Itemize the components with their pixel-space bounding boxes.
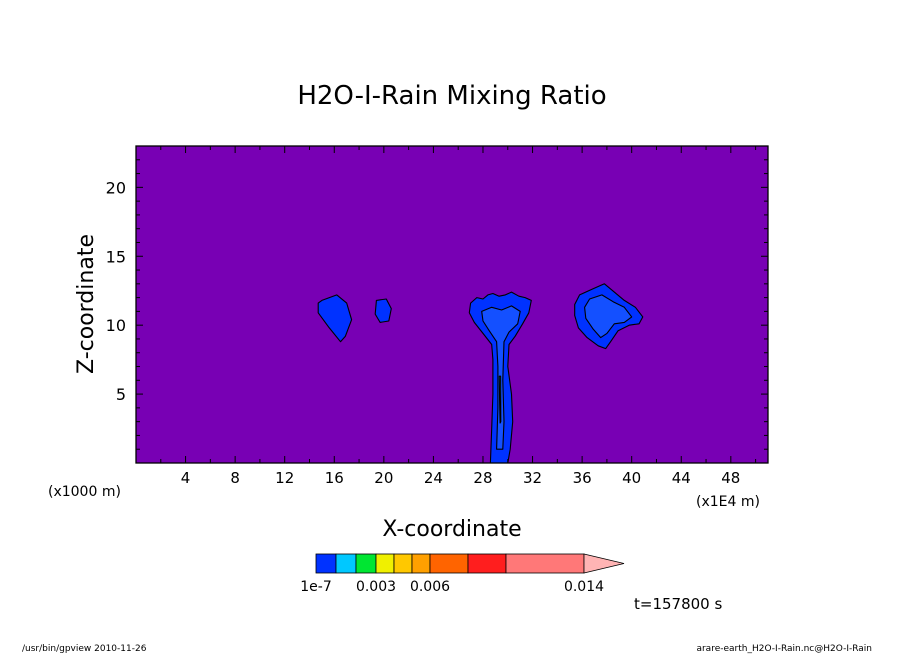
colorbar-box bbox=[315, 553, 337, 574]
x-tick-label: 24 bbox=[424, 469, 443, 487]
colorbar-extend-arrow bbox=[583, 553, 625, 574]
x-tick-label: 32 bbox=[523, 469, 542, 487]
colorbar-box bbox=[335, 553, 357, 574]
x-tick-label: 20 bbox=[374, 469, 393, 487]
chart-title: H2O-I-Rain Mixing Ratio bbox=[297, 81, 606, 111]
footer-right: arare-earth_H2O-I-Rain.nc@H2O-I-Rain bbox=[696, 644, 872, 654]
x-tick-label: 16 bbox=[325, 469, 344, 487]
contour-regions bbox=[317, 283, 644, 464]
x-axis-label: X-coordinate bbox=[382, 517, 521, 542]
colorbar-box bbox=[393, 553, 413, 574]
x-tick-label: 28 bbox=[473, 469, 492, 487]
x-tick-label: 44 bbox=[672, 469, 691, 487]
x-tick-label: 40 bbox=[622, 469, 641, 487]
footer-left: /usr/bin/gpview 2010-11-26 bbox=[22, 644, 147, 654]
x-unit-right: (x1E4 m) bbox=[696, 494, 760, 510]
x-tick-label: 4 bbox=[181, 469, 191, 487]
colorbar: 1e-7 0.003 0.006 0.014 bbox=[300, 553, 625, 595]
y-tick-label: 5 bbox=[116, 385, 126, 404]
contour-region-blob-x20 bbox=[374, 298, 392, 323]
y-axis-label: Z-coordinate bbox=[74, 234, 99, 374]
colorbar-box bbox=[429, 553, 469, 574]
x-unit-left: (x1000 m) bbox=[48, 484, 121, 500]
plot-background bbox=[136, 146, 768, 463]
colorbar-box bbox=[411, 553, 431, 574]
contour-region-cloud-x38-inner bbox=[584, 294, 633, 339]
plot-frame bbox=[135, 145, 769, 464]
x-tick-label: 48 bbox=[721, 469, 740, 487]
x-tick-label: 8 bbox=[230, 469, 240, 487]
colorbar-label: 1e-7 bbox=[300, 579, 331, 595]
x-tick-label: 12 bbox=[275, 469, 294, 487]
y-tick-label: 10 bbox=[106, 316, 126, 335]
colorbar-label: 0.006 bbox=[410, 579, 450, 595]
contour-region-cloud-x29-core bbox=[498, 375, 502, 424]
colorbar-label: 0.014 bbox=[564, 579, 604, 595]
colorbar-box bbox=[467, 553, 507, 574]
colorbar-label: 0.003 bbox=[356, 579, 396, 595]
y-tick-label: 20 bbox=[106, 178, 126, 197]
y-tick-label: 15 bbox=[106, 247, 126, 266]
contour-region-blob-x16 bbox=[317, 294, 353, 343]
colorbar-box bbox=[505, 553, 585, 574]
x-tick-label: 36 bbox=[573, 469, 592, 487]
time-label: t=157800 s bbox=[634, 595, 722, 613]
colorbar-box bbox=[375, 553, 395, 574]
colorbar-box bbox=[355, 553, 377, 574]
